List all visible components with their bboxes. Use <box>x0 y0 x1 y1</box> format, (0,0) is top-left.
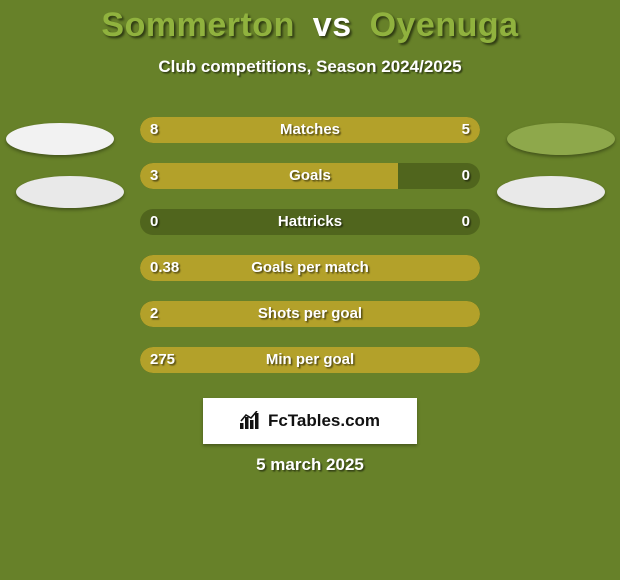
bar-track <box>140 301 480 327</box>
bar-track <box>140 347 480 373</box>
stat-value-left: 0.38 <box>150 255 179 281</box>
bar-fill-left <box>140 163 398 189</box>
attribution-box: FcTables.com <box>203 398 417 444</box>
infographic-container: Sommerton vs Oyenuga Club competitions, … <box>0 0 620 580</box>
bar-track <box>140 255 480 281</box>
stat-row: Min per goal275 <box>0 347 620 393</box>
stat-row: Goals per match0.38 <box>0 255 620 301</box>
date-text: 5 march 2025 <box>0 455 620 475</box>
bar-fill-full <box>140 347 480 373</box>
comparison-title: Sommerton vs Oyenuga <box>0 6 620 45</box>
stat-value-right: 5 <box>462 117 470 143</box>
stat-value-left: 275 <box>150 347 175 373</box>
bar-fill-left <box>140 117 349 143</box>
stat-value-left: 2 <box>150 301 158 327</box>
bar-track <box>140 163 480 189</box>
bar-fill-full <box>140 301 480 327</box>
bar-track <box>140 117 480 143</box>
stat-row: Goals30 <box>0 163 620 209</box>
stat-value-left: 3 <box>150 163 158 189</box>
stat-row: Matches85 <box>0 117 620 163</box>
stats-area: Matches85Goals30Hattricks00Goals per mat… <box>0 117 620 393</box>
bar-fill-full <box>140 255 480 281</box>
stat-value-right: 0 <box>462 209 470 235</box>
stat-row: Hattricks00 <box>0 209 620 255</box>
player1-name: Sommerton <box>101 6 294 44</box>
player2-name: Oyenuga <box>370 6 519 44</box>
stat-value-left: 8 <box>150 117 158 143</box>
barchart-icon <box>240 411 262 431</box>
stat-row: Shots per goal2 <box>0 301 620 347</box>
bar-track <box>140 209 480 235</box>
stat-value-left: 0 <box>150 209 158 235</box>
bar-fill-right <box>349 117 480 143</box>
attribution-text: FcTables.com <box>268 411 380 431</box>
subtitle: Club competitions, Season 2024/2025 <box>0 57 620 77</box>
vs-text: vs <box>313 6 352 44</box>
stat-value-right: 0 <box>462 163 470 189</box>
